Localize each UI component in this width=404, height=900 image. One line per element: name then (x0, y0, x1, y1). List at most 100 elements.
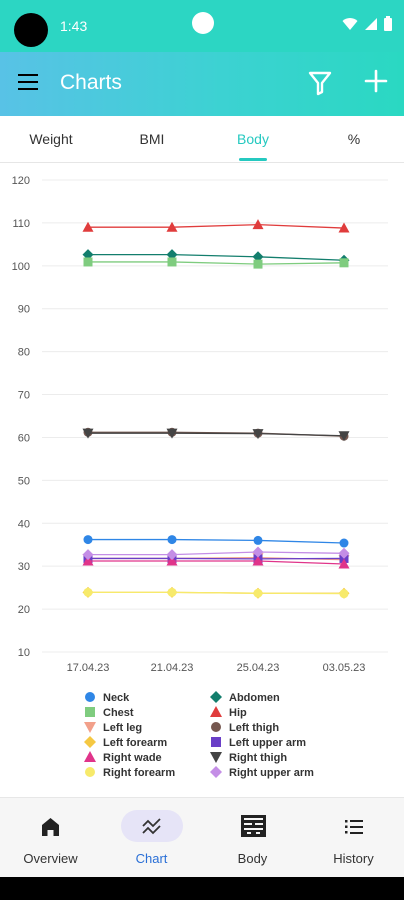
tab-bar: Weight BMI Body % (0, 116, 404, 163)
app-bar: Charts (0, 52, 404, 116)
y-tick-label: 10 (18, 647, 30, 659)
data-point (252, 429, 264, 440)
page-title: Charts (60, 71, 122, 94)
series-line-9 (88, 432, 345, 437)
status-notification-dot-icon (192, 12, 214, 34)
legend-label: Hip (229, 707, 247, 719)
legend-marker (84, 736, 96, 748)
legend-label: Left upper arm (229, 737, 306, 749)
body-measurements-chart: 10 20 30 40 50 60 70 80 90 100 110 120 17.04.23 21.04… (12, 175, 388, 779)
bottom-navigation: Overview Chart Body History (0, 797, 404, 878)
tab-percent[interactable]: % (347, 131, 361, 147)
data-point (167, 587, 177, 597)
data-point (338, 431, 350, 442)
tab-body[interactable]: Body (237, 131, 269, 147)
battery-icon (384, 16, 392, 31)
body-scan-icon (241, 815, 266, 837)
x-tick-label: 21.04.23 (151, 662, 194, 674)
legend-label: Right wade (103, 752, 162, 764)
legend-marker (210, 766, 222, 778)
x-tick-label: 17.04.23 (67, 662, 110, 674)
data-point (253, 259, 263, 269)
nav-overview-label: Overview (23, 851, 78, 866)
legend-marker (210, 691, 222, 703)
chart-line-icon (142, 818, 161, 835)
data-point (166, 249, 178, 261)
legend-marker (85, 707, 95, 717)
status-icons (342, 16, 392, 31)
x-tick-label: 03.05.23 (323, 662, 366, 674)
y-tick-label: 120 (12, 175, 30, 187)
data-point (338, 558, 350, 569)
filter-icon[interactable] (308, 70, 332, 96)
wifi-icon (342, 17, 358, 30)
data-point (339, 258, 349, 268)
series-line-10 (88, 591, 345, 595)
signal-icon (365, 17, 377, 30)
series-line-8 (88, 560, 345, 565)
series-line-1 (88, 254, 345, 261)
list-icon (345, 820, 363, 834)
data-point (82, 428, 94, 439)
status-time: 1:43 (60, 18, 88, 34)
legend-marker (211, 722, 221, 732)
data-point (82, 249, 94, 261)
data-point (252, 546, 264, 558)
data-point (167, 257, 177, 267)
data-point (252, 251, 264, 263)
data-point (338, 222, 350, 233)
hamburger-icon[interactable] (18, 74, 38, 92)
nav-body-label: Body (237, 851, 268, 866)
legend-marker (85, 767, 95, 777)
status-bar: 1:43 (0, 0, 404, 52)
legend-marker (85, 692, 95, 702)
legend-marker (210, 752, 222, 763)
series-line-2 (88, 261, 345, 265)
system-navigation-bar (0, 877, 404, 900)
data-point (253, 535, 263, 545)
legend-marker (84, 722, 96, 733)
data-point (166, 221, 178, 232)
legend-marker (210, 706, 222, 717)
legend-label: Neck (103, 692, 130, 704)
data-point (82, 549, 94, 561)
data-point (83, 587, 93, 597)
legend-label: Chest (103, 707, 134, 719)
y-tick-label: 110 (12, 218, 30, 230)
tab-weight[interactable]: Weight (29, 131, 73, 147)
y-tick-label: 20 (18, 604, 30, 616)
legend-label: Left leg (103, 722, 142, 734)
y-tick-label: 40 (18, 518, 30, 530)
nav-history[interactable]: History (303, 798, 404, 878)
nav-body[interactable]: Body (202, 798, 303, 878)
data-point (166, 549, 178, 561)
data-point (166, 428, 178, 439)
nav-overview[interactable]: Overview (0, 798, 101, 878)
data-point (252, 555, 264, 566)
data-point (339, 589, 349, 599)
y-tick-label: 80 (18, 347, 30, 359)
data-point (167, 535, 177, 545)
legend-marker (211, 737, 221, 747)
nav-chart[interactable]: Chart (101, 798, 202, 878)
legend-label: Left forearm (103, 737, 167, 749)
legend-label: Right upper arm (229, 767, 314, 779)
series-line-11 (88, 551, 345, 556)
tab-bmi[interactable]: BMI (139, 131, 165, 147)
series-line-3 (88, 223, 345, 229)
nav-history-label: History (333, 851, 374, 866)
plus-icon[interactable] (362, 67, 390, 95)
data-point (166, 555, 178, 566)
legend-label: Right forearm (103, 767, 175, 779)
legend-label: Left thigh (229, 722, 279, 734)
data-point (253, 588, 263, 598)
data-point (339, 538, 349, 548)
y-tick-label: 90 (18, 304, 30, 316)
data-point (83, 535, 93, 545)
legend-marker (84, 751, 96, 762)
y-tick-label: 100 (12, 261, 30, 273)
tab-active-indicator (239, 158, 267, 161)
camera-cutout (14, 13, 48, 47)
data-point (338, 547, 350, 559)
data-point (83, 257, 93, 267)
